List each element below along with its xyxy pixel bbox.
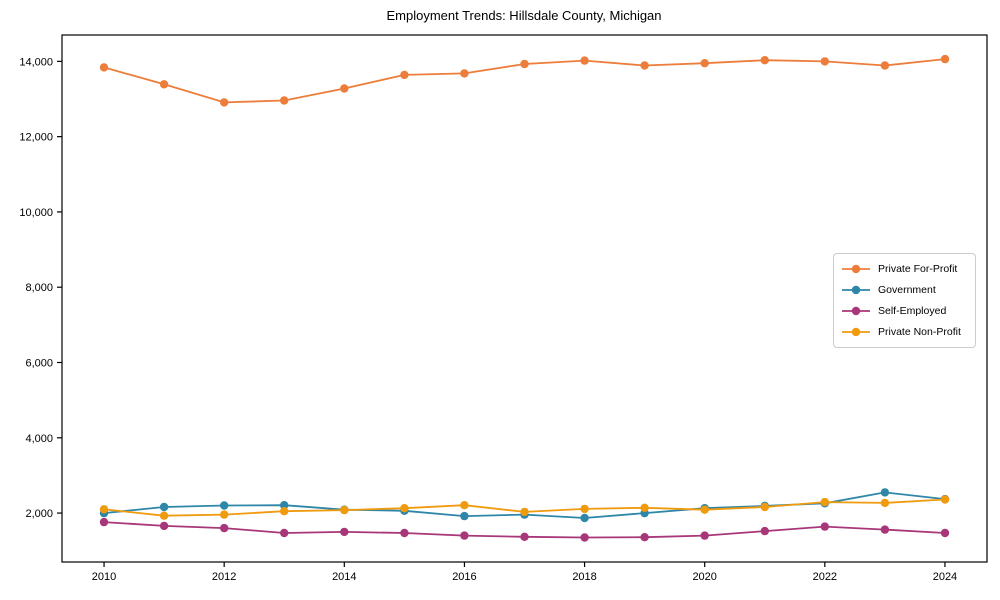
data-point-government — [460, 511, 469, 521]
x-tick-label: 2012 — [212, 571, 236, 583]
data-point-private-non-profit — [340, 505, 349, 515]
data-point-private-for-profit — [640, 61, 649, 70]
y-tick-label: 14,000 — [19, 56, 53, 68]
data-point-private-for-profit — [460, 69, 469, 78]
data-point-private-non-profit — [400, 504, 409, 513]
data-point-private-non-profit — [820, 497, 829, 507]
data-point-self-employed — [760, 526, 769, 536]
data-point-self-employed — [220, 523, 229, 533]
y-tick-label: 10,000 — [19, 207, 53, 219]
data-point-self-employed — [640, 533, 649, 542]
y-tick-label: 12,000 — [19, 132, 53, 144]
data-point-self-employed — [99, 517, 109, 527]
data-point-private-for-profit — [220, 98, 229, 107]
chart-title: Employment Trends: Hillsdale County, Mic… — [386, 8, 662, 23]
legend-line-dot-icon — [842, 285, 870, 295]
x-tick-label: 2010 — [92, 571, 116, 583]
y-tick-label: 8,000 — [25, 282, 53, 294]
legend-line-dot-icon — [842, 306, 870, 316]
data-point-private-non-profit — [760, 502, 769, 512]
legend-item-private-for-profit: Private For-Profit — [841, 259, 967, 279]
data-point-private-for-profit — [700, 59, 709, 68]
x-tick-label: 2016 — [452, 571, 476, 583]
x-tick-label: 2018 — [572, 571, 596, 583]
data-point-self-employed — [460, 531, 469, 540]
data-point-private-for-profit — [520, 59, 529, 69]
data-point-private-for-profit — [280, 96, 289, 105]
data-point-self-employed — [880, 525, 890, 534]
x-tick-label: 2020 — [692, 571, 716, 583]
x-tick-label: 2024 — [933, 571, 957, 583]
legend-line-dot-icon — [842, 327, 870, 337]
data-point-self-employed — [159, 521, 169, 531]
data-point-self-employed — [580, 533, 589, 542]
data-point-self-employed — [820, 522, 829, 531]
legend-label: Private For-Profit — [878, 263, 958, 275]
data-point-private-non-profit — [700, 505, 709, 514]
legend-label: Self-Employed — [878, 305, 947, 317]
y-tick-label: 4,000 — [25, 433, 53, 445]
data-point-self-employed — [340, 527, 349, 537]
data-point-self-employed — [280, 528, 289, 538]
data-point-private-for-profit — [940, 54, 950, 64]
data-point-government — [580, 513, 589, 523]
data-point-private-for-profit — [760, 56, 769, 65]
data-point-private-non-profit — [460, 501, 469, 510]
data-point-private-for-profit — [820, 57, 829, 66]
data-point-government — [220, 501, 229, 510]
data-point-private-non-profit — [520, 507, 529, 517]
data-point-private-non-profit — [580, 504, 589, 514]
x-tick-label: 2022 — [813, 571, 837, 583]
y-tick-label: 2,000 — [25, 508, 53, 520]
data-point-private-non-profit — [940, 495, 950, 504]
data-point-private-non-profit — [220, 510, 229, 519]
data-point-government — [880, 488, 890, 497]
data-point-self-employed — [520, 532, 529, 541]
data-point-private-for-profit — [400, 70, 409, 80]
data-point-private-for-profit — [580, 56, 589, 65]
data-point-private-for-profit — [99, 63, 109, 72]
data-point-private-for-profit — [159, 80, 169, 89]
data-point-private-non-profit — [159, 511, 169, 520]
data-point-self-employed — [940, 528, 950, 538]
data-point-private-non-profit — [640, 503, 649, 512]
legend-item-government: Government — [841, 280, 967, 300]
legend-label: Private Non-Profit — [878, 326, 961, 338]
data-point-private-non-profit — [880, 498, 890, 508]
legend-label: Government — [878, 284, 936, 296]
data-point-self-employed — [400, 528, 409, 538]
legend-line-dot-icon — [842, 264, 870, 274]
legend-item-self-employed: Self-Employed — [841, 301, 967, 321]
x-tick-label: 2014 — [332, 571, 356, 583]
legend-item-private-non-profit: Private Non-Profit — [841, 322, 967, 342]
y-tick-label: 6,000 — [25, 357, 53, 369]
data-point-government — [159, 502, 169, 512]
legend: Private For-Profit Government Self-Emplo… — [833, 253, 976, 348]
data-point-private-non-profit — [280, 507, 289, 516]
data-point-private-for-profit — [340, 84, 349, 93]
data-point-government — [280, 501, 289, 510]
data-point-private-for-profit — [880, 61, 890, 70]
data-point-self-employed — [700, 531, 709, 540]
axes-border — [61, 34, 988, 563]
data-point-private-non-profit — [99, 505, 109, 514]
